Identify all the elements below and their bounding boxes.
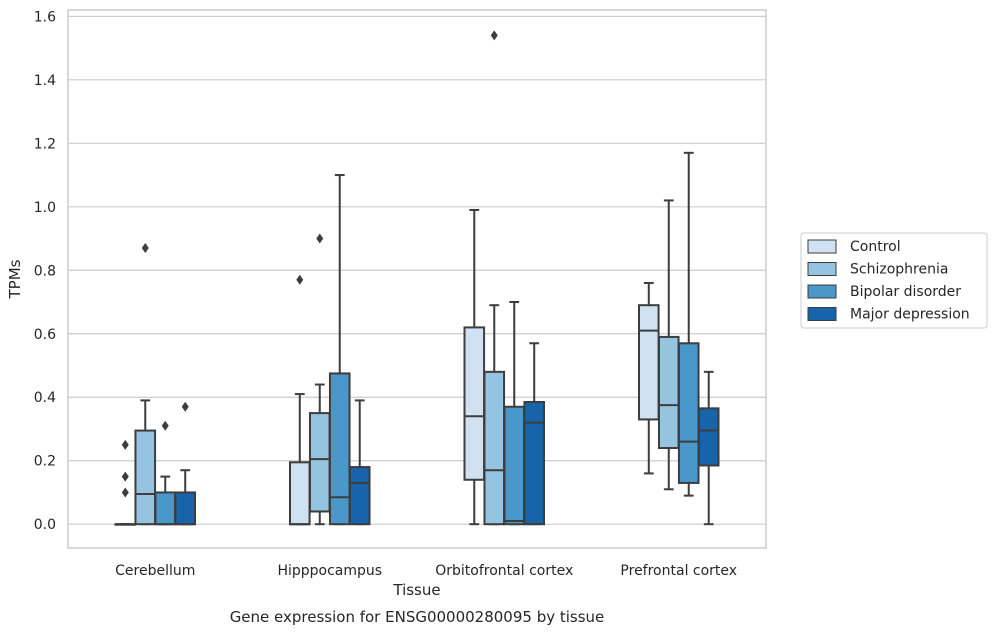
box-2-3 [523, 342, 546, 526]
box-1-1 [308, 233, 331, 526]
box-3-0 [637, 281, 660, 475]
box-body [174, 491, 197, 526]
box-3-1 [657, 199, 680, 491]
outlier-point [490, 30, 498, 41]
box-1-2 [328, 174, 351, 526]
box-body [308, 412, 331, 513]
outlier-point [181, 401, 189, 412]
box-body [348, 466, 371, 526]
y-tick-label: 0.0 [34, 517, 56, 533]
legend-frame [800, 232, 988, 329]
y-tick-label: 1.0 [34, 200, 56, 216]
legend-label: Major depression [850, 307, 970, 323]
legend-label: Bipolar disorder [850, 284, 961, 300]
outlier-point [296, 274, 304, 285]
y-tick-label: 1.4 [34, 73, 56, 89]
legend-label: Schizophrenia [850, 262, 948, 278]
outlier-point [121, 487, 129, 498]
box-body [463, 326, 486, 481]
y-tick-label: 0.2 [34, 454, 56, 470]
box-body [523, 400, 546, 526]
box-body [657, 335, 680, 450]
box-0-2 [154, 420, 177, 526]
y-tick-label: 1.6 [34, 9, 56, 25]
y-tick-label: 0.8 [34, 263, 56, 279]
grid-lines [68, 15, 766, 525]
x-tick-label: Orbitofrontal cortex [435, 563, 573, 579]
outlier-point [121, 439, 129, 450]
outlier-point [141, 243, 149, 254]
box-0-1 [134, 243, 157, 526]
x-tick-label: Prefrontal cortex [620, 563, 737, 579]
box-series [114, 30, 720, 526]
legend-swatch [807, 307, 837, 321]
box-2-1 [483, 30, 506, 526]
plot-frame [67, 9, 767, 549]
box-1-0 [288, 274, 311, 526]
box-2-2 [503, 301, 526, 526]
box-1-3 [348, 399, 371, 526]
y-tick-label: 0.4 [34, 390, 56, 406]
y-axis-label: TPMs [6, 259, 24, 299]
figure-caption: Gene expression for ENSG00000280095 by t… [230, 608, 605, 626]
legend-swatch [807, 284, 837, 299]
y-tick-label: 1.2 [34, 136, 56, 152]
box-body [483, 370, 506, 526]
box-body [697, 407, 720, 467]
box-body [677, 342, 700, 484]
box-3-2 [677, 151, 700, 497]
x-tick-label: Hipppocampus [277, 563, 382, 579]
legend-label: Control [850, 239, 901, 255]
y-tick-label: 0.6 [34, 327, 56, 343]
box-body [503, 405, 526, 526]
outlier-point [316, 233, 324, 244]
box-body [134, 429, 157, 526]
y-tick-labels: 0.0 0.2 0.4 0.6 0.8 1.0 1.2 1.4 1.6 [34, 9, 56, 533]
legend-swatch [807, 239, 837, 254]
x-tick-labels: Cerebellum Hipppocampus Orbitofrontal cort… [115, 563, 737, 579]
box-body [328, 372, 351, 526]
x-tick-label: Cerebellum [115, 563, 195, 579]
box-0-3 [174, 401, 197, 526]
legend: Control Schizophrenia Bipolar disorder Majo… [800, 232, 988, 329]
box-0-0 [114, 439, 137, 526]
box-body [154, 491, 177, 526]
outlier-point [121, 471, 129, 482]
box-body [288, 461, 311, 526]
box-body [637, 304, 660, 421]
legend-swatch [807, 262, 837, 276]
box-3-3 [697, 370, 720, 526]
outlier-point [161, 420, 169, 431]
x-axis-label: Tissue [392, 581, 440, 599]
box-2-0 [463, 208, 486, 526]
